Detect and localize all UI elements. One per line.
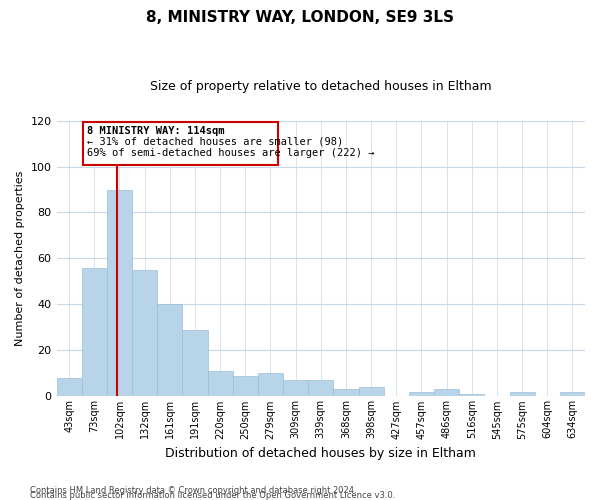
Bar bbox=[459, 394, 484, 396]
Bar bbox=[509, 392, 535, 396]
Bar bbox=[409, 392, 434, 396]
Text: Contains public sector information licensed under the Open Government Licence v3: Contains public sector information licen… bbox=[30, 491, 395, 500]
Title: Size of property relative to detached houses in Eltham: Size of property relative to detached ho… bbox=[150, 80, 491, 93]
Bar bbox=[82, 268, 107, 396]
Bar bbox=[283, 380, 308, 396]
X-axis label: Distribution of detached houses by size in Eltham: Distribution of detached houses by size … bbox=[166, 447, 476, 460]
Bar bbox=[434, 390, 459, 396]
Text: 69% of semi-detached houses are larger (222) →: 69% of semi-detached houses are larger (… bbox=[87, 148, 374, 158]
Bar bbox=[56, 378, 82, 396]
Y-axis label: Number of detached properties: Number of detached properties bbox=[15, 171, 25, 346]
Bar bbox=[107, 190, 132, 396]
Text: ← 31% of detached houses are smaller (98): ← 31% of detached houses are smaller (98… bbox=[87, 136, 343, 146]
Bar bbox=[359, 387, 383, 396]
Bar bbox=[157, 304, 182, 396]
Bar bbox=[233, 376, 258, 396]
Bar bbox=[308, 380, 334, 396]
Text: 8 MINISTRY WAY: 114sqm: 8 MINISTRY WAY: 114sqm bbox=[87, 126, 224, 136]
Bar bbox=[132, 270, 157, 396]
FancyBboxPatch shape bbox=[83, 122, 278, 166]
Bar bbox=[560, 392, 585, 396]
Text: Contains HM Land Registry data © Crown copyright and database right 2024.: Contains HM Land Registry data © Crown c… bbox=[30, 486, 356, 495]
Text: 8, MINISTRY WAY, LONDON, SE9 3LS: 8, MINISTRY WAY, LONDON, SE9 3LS bbox=[146, 10, 454, 25]
Bar bbox=[208, 371, 233, 396]
Bar bbox=[334, 390, 359, 396]
Bar bbox=[258, 374, 283, 396]
Bar bbox=[182, 330, 208, 396]
